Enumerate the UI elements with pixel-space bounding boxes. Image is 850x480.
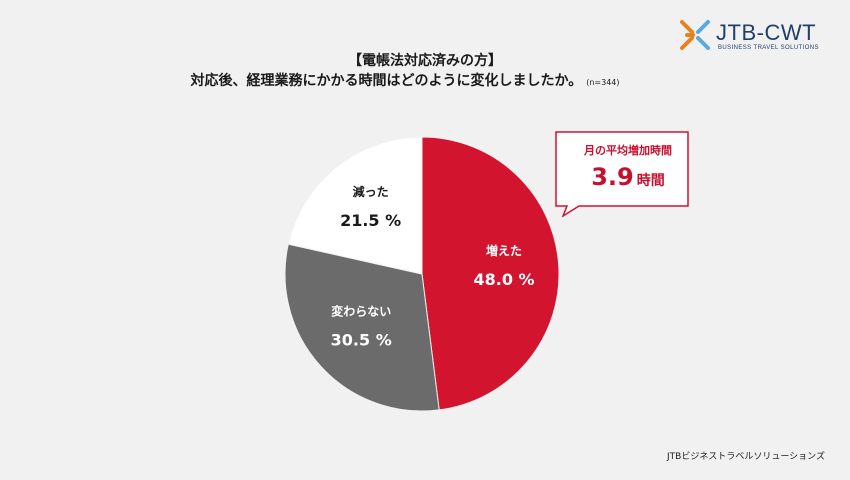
- logo-tagline: BUSINESS TRAVEL SOLUTIONS: [718, 45, 819, 51]
- pie-slice-increased: [421, 136, 560, 411]
- slice-value-increased: 48.0 %: [473, 270, 534, 289]
- chart-question: 対応後、経理業務にかかる時間はどのように変化しましたか。 (n=344): [0, 70, 830, 90]
- chart-title: 【電帳法対応済みの方】: [348, 53, 502, 69]
- slice-label-increased: 増えた: [486, 243, 522, 258]
- callout-label: 月の平均増加時間: [584, 144, 672, 157]
- pie-slice-decreased: [287, 136, 423, 275]
- sample-size: (n=344): [586, 78, 620, 87]
- slice-label-decreased: 減った: [353, 184, 389, 199]
- callout-number: 3.9: [591, 163, 634, 191]
- logo-mark-icon: [680, 20, 710, 50]
- jtb-cwt-logo: JTB-CWT BUSINESS TRAVEL SOLUTIONS: [678, 18, 828, 58]
- callout-value: 3.9 時間: [568, 163, 688, 191]
- question-text: 対応後、経理業務にかかる時間はどのように変化しましたか。: [190, 73, 583, 89]
- slice-label-unchanged: 変わらない: [331, 303, 391, 318]
- pie-slice-unchanged: [284, 243, 440, 412]
- slice-value-decreased: 21.5 %: [340, 211, 401, 230]
- callout-bubble: [555, 131, 689, 217]
- source-credit: JTBビジネストラベルソリューションズ: [667, 452, 825, 462]
- logo-name: JTB-CWT: [716, 20, 817, 45]
- slice-value-unchanged: 30.5 %: [331, 330, 392, 349]
- callout-unit: 時間: [636, 173, 665, 189]
